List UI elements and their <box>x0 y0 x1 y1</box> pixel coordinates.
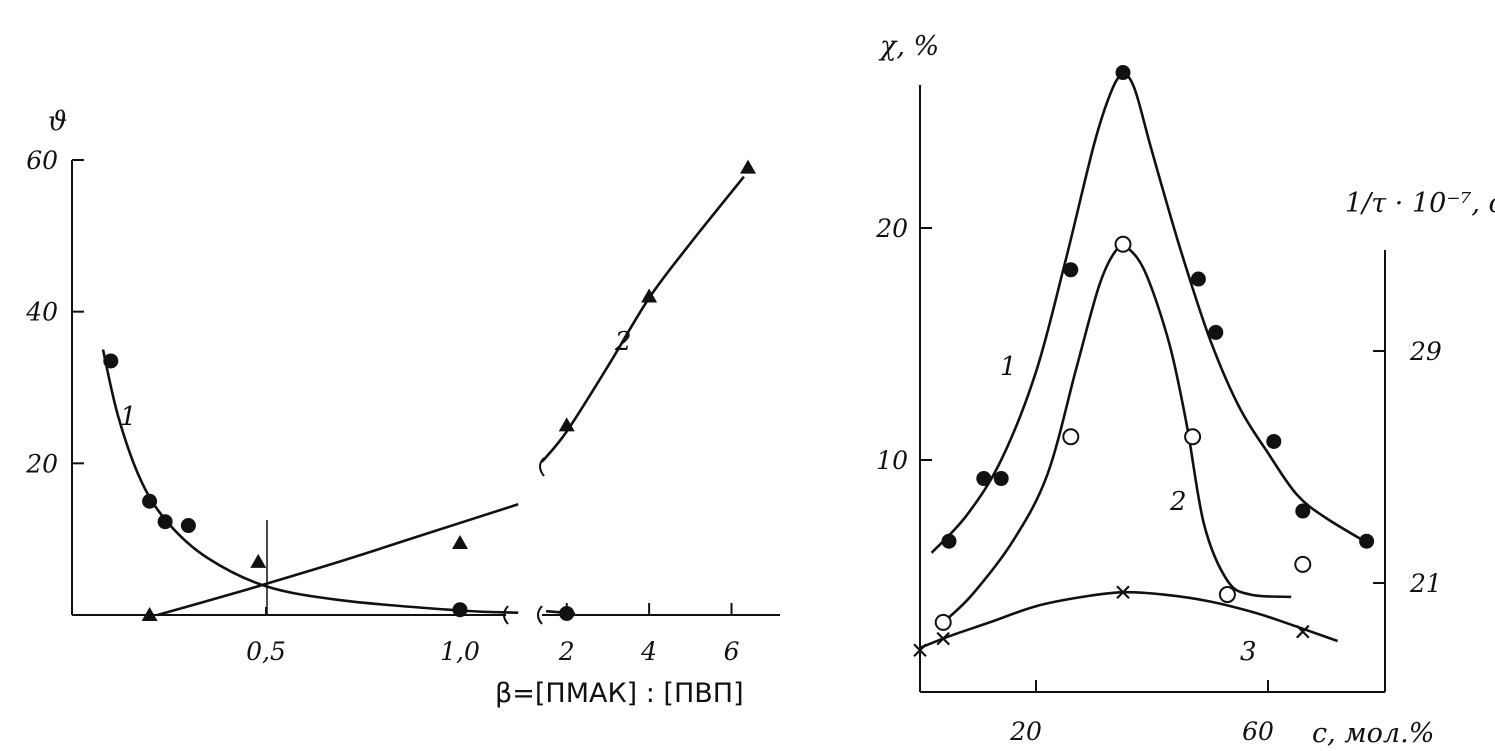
left-x-tick-label: 0,5 <box>246 637 286 666</box>
right-series-1-point <box>1266 433 1282 449</box>
left-series-2-point <box>141 607 158 621</box>
left-series-1-point <box>103 353 119 369</box>
left-series-2-point <box>558 417 575 432</box>
left-y-axis-title: ϑ <box>48 106 67 137</box>
left-series-1-point <box>452 602 468 618</box>
right-series-2-point <box>1184 428 1202 446</box>
left-series-1-label: 1 <box>120 402 137 432</box>
left-series-1-point <box>559 605 575 621</box>
left-series-1-point <box>180 518 196 534</box>
right-series-1-point <box>993 471 1009 487</box>
right-series-3-point <box>1296 624 1310 639</box>
right-series-1-point <box>1063 262 1079 278</box>
left-series-2-point <box>740 159 756 174</box>
right-series-1-label: 1 <box>1000 352 1017 382</box>
right-series-2-point <box>934 613 952 631</box>
left-x-tick-label: 6 <box>724 637 740 666</box>
right-series-1-point <box>1190 271 1206 287</box>
right-series-2-point <box>1062 428 1080 446</box>
left-series-2-label: 2 <box>614 327 632 357</box>
left-y-ticks: 20 40 60 <box>25 146 84 478</box>
left-x-tick-label: 2 <box>558 637 575 666</box>
right-y-tick-label: 20 <box>875 214 908 243</box>
left-series-2-line <box>540 175 745 463</box>
right-series-1-point <box>1115 65 1131 81</box>
left-x-tick-label: 4 <box>640 637 657 666</box>
right-secondary-y-tick-label: 29 <box>1409 337 1442 366</box>
right-x-tick-label: 60 <box>1242 717 1274 746</box>
left-x-ticks: 0,5 1,0 2 4 6 <box>246 603 740 666</box>
right-series-1-point <box>976 471 992 487</box>
left-points <box>103 159 756 621</box>
right-x-tick-label: 20 <box>1009 717 1042 746</box>
left-series-2-point <box>641 288 658 303</box>
left-y-tick-label: 60 <box>26 146 58 175</box>
left-series-2-line <box>157 503 519 617</box>
right-series-2-point <box>1114 235 1132 253</box>
left-series-2-point <box>452 534 468 549</box>
left-series-1-line <box>101 349 519 614</box>
right-series-2-line <box>942 243 1292 624</box>
left-curves <box>101 175 745 617</box>
right-series-2-point <box>1218 586 1236 604</box>
right-series-1-point <box>1208 324 1224 340</box>
right-series-3-line <box>919 590 1339 650</box>
right-y-tick-label: 10 <box>876 446 908 475</box>
right-series-2-point <box>1294 555 1312 573</box>
right-series-3-point <box>913 643 927 658</box>
right-series-1-line <box>930 73 1374 554</box>
right-secondary-y-axis-title: 1/τ · 10⁻⁷, с⁻¹ <box>1345 188 1495 219</box>
left-series-2-point <box>250 553 267 568</box>
left-y-tick-label: 40 <box>25 298 58 327</box>
right-series-1-point <box>1295 503 1311 519</box>
left-x-axis-title: β=[ПМАК] : [ПВП] <box>495 678 744 709</box>
left-x-tick-label: 1,0 <box>440 637 480 666</box>
right-series-1-point <box>941 533 957 549</box>
chart-left: 20 40 60 0,5 1,0 2 4 6 ϑ β=[ПМАК] : [ПВП] 1 2 <box>25 106 780 709</box>
left-y-tick-label: 20 <box>25 449 58 478</box>
right-x-axis-title: с, мол.% <box>1312 718 1434 749</box>
right-y-axis-title: χ, % <box>878 31 939 62</box>
right-series-2-label: 2 <box>1169 487 1187 517</box>
left-series-1-point <box>142 493 158 509</box>
x-axis-break-mark-2 <box>537 605 543 625</box>
right-series-3-label: 3 <box>1240 637 1257 667</box>
right-series-3-point <box>1116 585 1130 600</box>
right-points <box>913 65 1375 658</box>
right-series-1-point <box>1359 533 1375 549</box>
x-axis-break-mark-1 <box>503 605 509 625</box>
left-series-1-point <box>157 514 173 530</box>
right-series-3-point <box>936 631 950 646</box>
right-secondary-y-tick-label: 21 <box>1409 569 1442 598</box>
